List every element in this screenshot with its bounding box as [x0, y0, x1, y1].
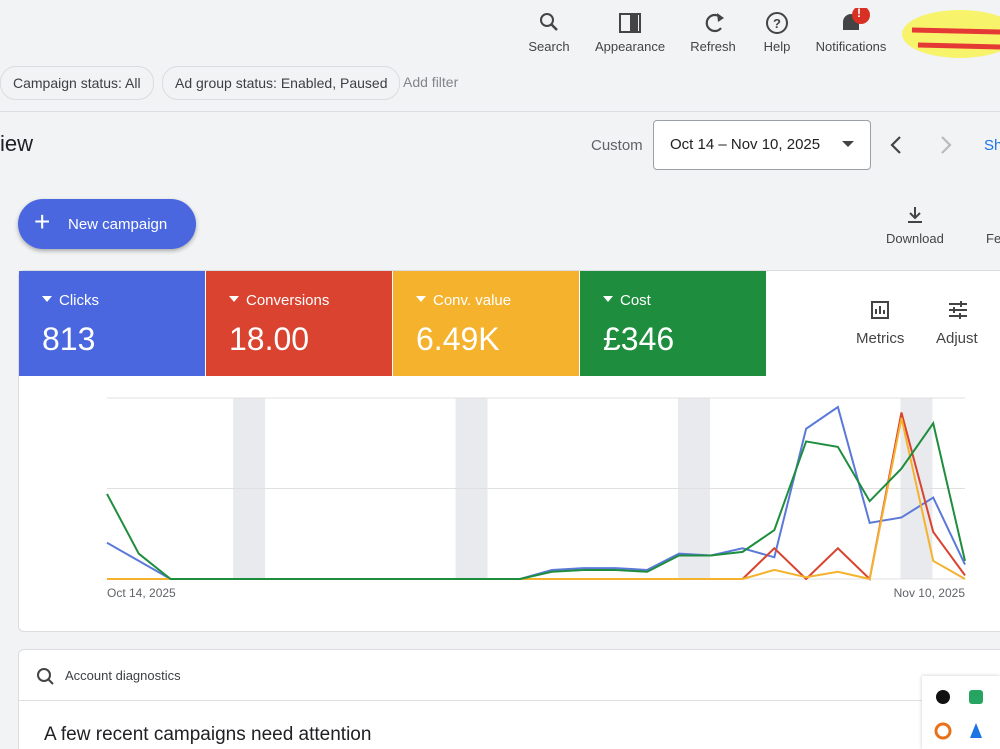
metric-name: Cost: [620, 292, 651, 309]
extension-tray: [922, 676, 1000, 749]
download[interactable]: Download: [886, 231, 944, 246]
divider: [0, 111, 1000, 112]
redaction: [902, 10, 1000, 58]
share[interactable]: Sh: [984, 137, 1000, 154]
feedback[interactable]: Fe: [986, 231, 1000, 246]
metric-value: £346: [603, 321, 675, 357]
metric-card[interactable]: Clicks 813: [19, 271, 205, 376]
performance-chart: Oct 14, 2025 Nov 10, 2025: [106, 397, 966, 600]
metric-arrow: [603, 296, 613, 302]
download-icon: [908, 207, 922, 223]
toolbar-item[interactable]: Help: [763, 39, 791, 54]
series-line: [106, 420, 966, 580]
notification-badge: !: [857, 6, 861, 20]
date-nav[interactable]: [885, 133, 955, 157]
toolbar-item[interactable]: Refresh: [690, 39, 736, 54]
metric-value: 813: [42, 321, 96, 357]
metric-value: 18.00: [229, 321, 310, 357]
x-end-label: Nov 10, 2025: [894, 586, 966, 600]
metric-card[interactable]: Cost £346: [580, 271, 766, 376]
add-filter[interactable]: Add filter: [403, 74, 459, 90]
diagnostics-title: Account diagnostics: [65, 668, 181, 683]
filter-chip[interactable]: Campaign status: All: [0, 66, 154, 100]
date-value: Oct 14 – Nov 10, 2025: [670, 136, 821, 153]
dropdown-arrow: [842, 141, 854, 147]
x-start-label: Oct 14, 2025: [107, 586, 176, 600]
metric-tool[interactable]: Metrics: [856, 330, 905, 347]
tool-icons: [871, 301, 967, 319]
svg-text:?: ?: [773, 16, 781, 31]
diagnostics-card: Account diagnostics A few recent campaig…: [18, 649, 1000, 749]
diagnostics-icon: [37, 668, 54, 685]
metric-name: Conv. value: [433, 292, 512, 309]
page-title: iew: [0, 131, 34, 156]
divider: [19, 700, 1000, 701]
metric-card[interactable]: Conversions 18.00: [206, 271, 392, 376]
metric-card[interactable]: Conv. value 6.49K: [393, 271, 579, 376]
metric-value: 6.49K: [416, 321, 500, 357]
filter-chip[interactable]: Ad group status: Enabled, Paused: [162, 66, 401, 100]
toolbar-item[interactable]: Appearance: [594, 39, 666, 54]
metric-tool[interactable]: Adjust: [936, 330, 978, 347]
toolbar-item[interactable]: Search: [528, 39, 570, 54]
metric-name: Clicks: [59, 292, 99, 309]
button-label: New campaign: [68, 216, 168, 233]
toolbar-icons: ?: [540, 8, 870, 34]
diagnostics-headline: A few recent campaigns need attention: [44, 724, 372, 745]
extension-icons: [934, 690, 983, 740]
plus-icon: +: [34, 206, 51, 237]
metric-arrow: [416, 296, 426, 302]
new-campaign-button[interactable]: + New campaign: [18, 199, 196, 249]
toolbar-item[interactable]: Notifications: [815, 39, 887, 54]
metric-arrow: [42, 296, 52, 302]
metric-name: Conversions: [246, 292, 330, 309]
date-picker[interactable]: Oct 14 – Nov 10, 2025: [653, 120, 871, 170]
date-label: Custom: [591, 137, 643, 154]
metric-arrow: [229, 296, 239, 302]
